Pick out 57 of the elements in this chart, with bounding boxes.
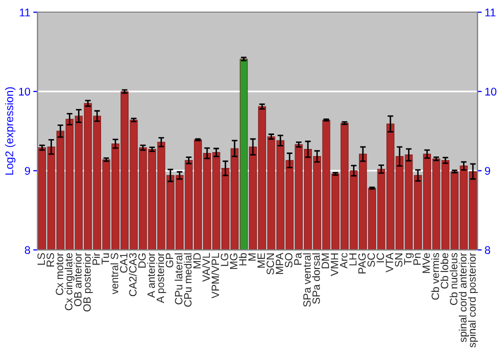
y2-tick-label: 8 xyxy=(484,246,490,254)
y2-tick-label: 9 xyxy=(484,166,490,175)
x-tick-label: PAG xyxy=(358,253,366,274)
x-tick-label: spinal cord anterior xyxy=(458,252,469,342)
x-tick-label: A posterior xyxy=(156,252,166,304)
x-tick-label: MG xyxy=(230,253,238,269)
x-tick-label: Arc xyxy=(340,252,348,268)
x-tick-label: spinal cord posterior xyxy=(468,252,478,348)
x-tick-label: GP xyxy=(166,253,174,268)
x-tick-label: MPA xyxy=(276,252,284,274)
x-tick-label: ventral S xyxy=(110,253,118,294)
x-tick-label: ME xyxy=(258,253,265,268)
x-tick-label: SC xyxy=(367,253,375,267)
x-tick-label: DG xyxy=(138,253,146,268)
x-tick-label: VMH xyxy=(330,254,338,276)
x-tick-label: Cb nucleus xyxy=(450,253,458,305)
y2-tick-label: 11 xyxy=(485,8,496,16)
x-tick-label: IC xyxy=(376,253,384,262)
x-tick-label: SPa dorsal xyxy=(312,253,320,304)
x-tick-label: SPa ventral xyxy=(302,253,311,307)
x-tick-label: SCN xyxy=(266,254,274,274)
x-tick-label: M xyxy=(248,254,256,261)
y2-tick-label: 10 xyxy=(485,88,496,96)
x-tick-label: LH xyxy=(349,254,356,266)
y-tick-label: 9 xyxy=(24,166,30,175)
x-tick-label: CPu medial xyxy=(184,253,192,307)
x-tick-label: LG xyxy=(220,253,228,266)
x-tick-label: Cx cingulate xyxy=(64,253,75,310)
x-tick-label: OB posterior xyxy=(82,252,93,312)
x-tick-label: Pn xyxy=(413,253,421,265)
x-tick-label: A anterior xyxy=(147,252,155,298)
x-tick-label: MD xyxy=(193,253,201,268)
x-tick-label: DM xyxy=(322,254,329,268)
x-tick-label: Cb lobe xyxy=(440,253,448,289)
x-tick-label: SO xyxy=(284,253,292,268)
y-tick-label: 11 xyxy=(20,8,30,16)
x-tick-label: Cx motor xyxy=(56,252,64,295)
x-tick-label: Tg xyxy=(404,253,414,265)
x-tick-label: OB anterior xyxy=(74,252,82,306)
y-axis-title: Log2 (expression) xyxy=(5,87,16,175)
y-tick-label: 8 xyxy=(24,246,30,254)
x-tick-label: Tu xyxy=(102,253,110,264)
x-tick-label: RS xyxy=(46,253,54,266)
y-tick-label: 10 xyxy=(19,88,30,96)
x-tick-label: Pa xyxy=(294,252,302,265)
x-tick-label: VPM/VPL xyxy=(211,253,220,298)
x-tick-label: SN xyxy=(394,254,402,267)
x-tick-label: Hb xyxy=(238,253,247,266)
x-tick-label: CA2/CA3 xyxy=(128,253,137,296)
x-tick-label: CA1 xyxy=(120,253,128,273)
x-tick-label: VA/VL xyxy=(202,253,210,282)
x-tick-label: LS xyxy=(37,253,45,265)
x-tick-label: Pir xyxy=(92,252,100,265)
x-tick-label: Cb vermis xyxy=(431,253,440,300)
x-tick-label: VTA xyxy=(386,252,394,272)
x-tick-label: MVe xyxy=(422,253,430,273)
x-tick-label: CPu lateral xyxy=(174,253,182,304)
